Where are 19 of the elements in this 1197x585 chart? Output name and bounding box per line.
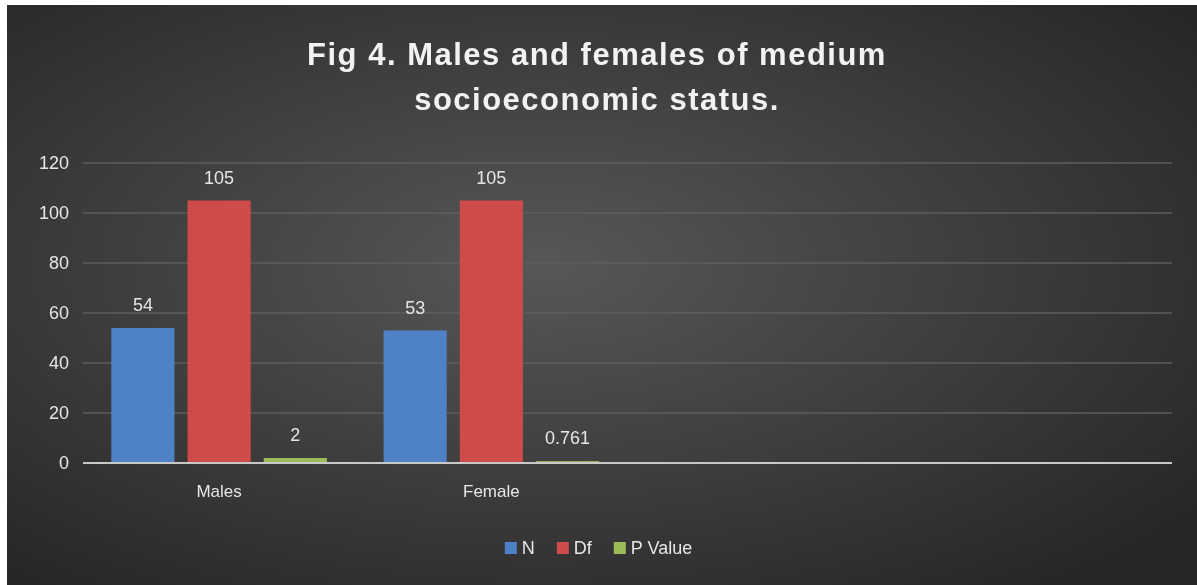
x-tick-label: Female — [463, 482, 520, 502]
y-tick-label: 100 — [38, 203, 69, 224]
data-label: 53 — [405, 297, 426, 318]
data-label: 54 — [132, 295, 153, 315]
legend-label: Df — [573, 538, 593, 558]
y-tick-label: 0 — [58, 453, 69, 474]
x-tick-label: Males — [196, 482, 242, 502]
chart-title: Fig 4. Males and females of medium socioeconomic status. — [307, 37, 887, 117]
legend-label: N — [521, 538, 535, 558]
y-tick-label: 20 — [48, 403, 69, 424]
legend-label: P Value — [630, 538, 693, 558]
data-label: 0.761 — [545, 428, 591, 449]
data-label: 105 — [476, 167, 507, 188]
y-tick-label: 40 — [48, 353, 69, 374]
data-label: 2 — [290, 425, 301, 445]
y-tick-label: 120 — [38, 153, 69, 174]
y-tick-label: 80 — [48, 253, 69, 274]
data-label: 105 — [204, 167, 235, 188]
y-tick-label: 60 — [48, 303, 69, 324]
